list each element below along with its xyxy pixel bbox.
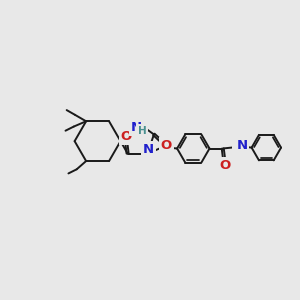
- Text: H: H: [138, 126, 147, 136]
- Text: N: N: [130, 122, 142, 134]
- Text: H: H: [234, 137, 243, 147]
- Text: O: O: [121, 130, 132, 143]
- Text: O: O: [160, 139, 172, 152]
- Text: N: N: [236, 140, 247, 152]
- Text: O: O: [219, 159, 230, 172]
- Text: N: N: [143, 143, 154, 156]
